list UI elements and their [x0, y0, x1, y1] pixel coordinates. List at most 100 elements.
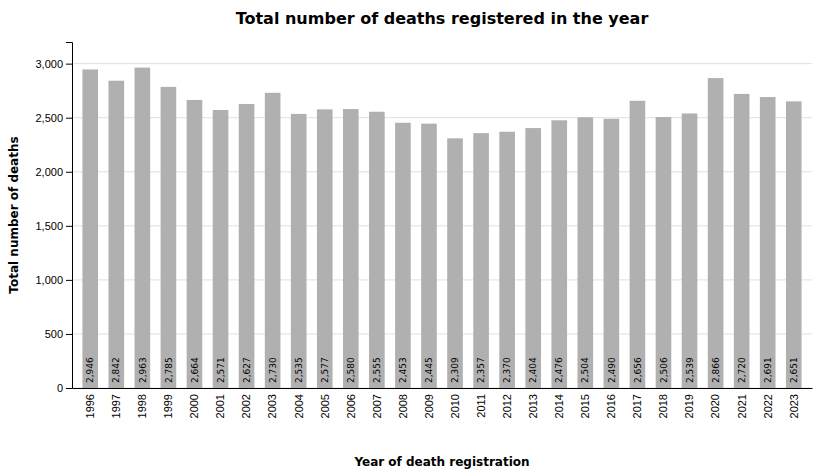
y-tick-label: 1,500 [35, 220, 63, 232]
y-tick-mark [66, 388, 72, 389]
x-tick: 1996 [84, 388, 96, 418]
y-tick: 2,500 [35, 112, 72, 124]
x-tick: 2009 [423, 388, 435, 418]
data-label: 2,404 [528, 357, 538, 383]
data-label: 2,730 [268, 357, 278, 383]
bar [82, 69, 98, 388]
bar [187, 100, 203, 388]
x-tick: 2006 [345, 388, 357, 418]
x-axis-line [73, 388, 813, 389]
x-tick-label: 2002 [240, 394, 252, 418]
data-label: 2,453 [398, 357, 408, 383]
bar [760, 97, 776, 388]
data-label: 2,627 [242, 357, 252, 383]
data-label: 2,785 [164, 357, 174, 383]
chart-svg: 2,9462,8422,9632,7852,6642,5712,6272,730… [0, 0, 832, 476]
x-tick: 2007 [371, 388, 383, 418]
x-tick-label: 2014 [553, 394, 565, 418]
x-tick-label: 1998 [136, 394, 148, 418]
x-tick: 2004 [293, 388, 305, 418]
x-tick: 2018 [657, 388, 669, 418]
bar [135, 68, 151, 388]
y-tick: 500 [45, 328, 72, 340]
x-tick-label: 2009 [423, 394, 435, 418]
x-tick: 2012 [501, 388, 513, 418]
bar [604, 119, 620, 388]
data-label: 2,357 [476, 357, 486, 383]
x-axis: 1996199719981999200020012002200320042005… [73, 388, 813, 418]
x-tick-label: 2017 [631, 394, 643, 418]
x-tick: 2014 [553, 388, 565, 418]
x-tick-label: 2021 [735, 394, 747, 418]
x-tick: 2022 [762, 388, 774, 418]
y-tick: 1,500 [35, 220, 72, 232]
x-tick: 2019 [683, 388, 695, 418]
grid-line [72, 388, 812, 389]
x-tick: 1997 [110, 388, 122, 418]
y-tick-label: 0 [57, 382, 63, 394]
chart-title: Total number of deaths registered in the… [236, 9, 649, 28]
bar [369, 112, 385, 388]
plot-area: 2,9462,8422,9632,7852,6642,5712,6272,730… [35, 43, 812, 419]
x-tick: 2011 [475, 388, 487, 418]
y-axis-title: Total number of deaths [7, 136, 21, 293]
x-tick-label: 2012 [501, 394, 513, 418]
x-tick: 1998 [136, 388, 148, 418]
bar [499, 132, 515, 388]
x-tick-label: 2023 [788, 394, 800, 418]
data-labels: 2,9462,8422,9632,7852,6642,5712,6272,730… [85, 357, 799, 383]
bar [421, 124, 437, 388]
x-tick: 2013 [527, 388, 539, 418]
x-tick-label: 2005 [319, 394, 331, 418]
y-tick-label: 2,500 [35, 112, 63, 124]
data-label: 2,946 [85, 357, 95, 383]
grid-line [72, 279, 812, 280]
x-tick-label: 2004 [293, 394, 305, 418]
y-axis: 0 500 1,000 1,500 2,000 2,500 3,000 [35, 43, 72, 395]
bar [239, 104, 255, 388]
y-tick: 3,000 [35, 58, 72, 70]
y-tick-label: 2,000 [35, 166, 63, 178]
x-tick-label: 2019 [683, 394, 695, 418]
grid-line [72, 117, 812, 118]
bar [291, 114, 307, 388]
x-tick-label: 2018 [657, 394, 669, 418]
bar [395, 123, 411, 388]
bar [734, 94, 750, 388]
y-tick: 2,000 [35, 166, 72, 178]
x-axis-title: Year of death registration [353, 455, 529, 469]
data-label: 2,309 [450, 357, 460, 383]
y-tick-label: 3,000 [35, 58, 63, 70]
bar [525, 128, 541, 388]
bar [213, 110, 229, 388]
x-tick-label: 2016 [605, 394, 617, 418]
x-tick-label: 2010 [449, 394, 461, 418]
x-tick: 2015 [579, 388, 591, 418]
x-tick: 2003 [266, 388, 278, 418]
x-tick: 2008 [397, 388, 409, 418]
bar [108, 81, 124, 388]
x-tick: 1999 [162, 388, 174, 418]
data-label: 2,476 [554, 357, 564, 383]
x-tick-label: 2011 [475, 394, 487, 418]
bar [551, 120, 567, 388]
data-label: 2,720 [737, 357, 747, 383]
data-label: 2,370 [502, 357, 512, 383]
bar [343, 109, 359, 388]
x-tick-label: 2007 [371, 394, 383, 418]
grid-line [72, 63, 812, 64]
bar [447, 138, 463, 388]
bar [265, 93, 281, 388]
bar [630, 101, 646, 388]
data-label: 2,842 [111, 357, 121, 383]
x-tick-label: 2015 [579, 394, 591, 418]
grid-line [72, 171, 812, 172]
x-tick: 2010 [449, 388, 461, 418]
bar [317, 109, 333, 388]
bar [682, 113, 698, 388]
x-tick: 2005 [319, 388, 331, 418]
bar [161, 87, 177, 388]
y-tick: 1,000 [35, 274, 72, 286]
grid-line [72, 333, 812, 334]
x-tick: 2001 [214, 388, 226, 418]
